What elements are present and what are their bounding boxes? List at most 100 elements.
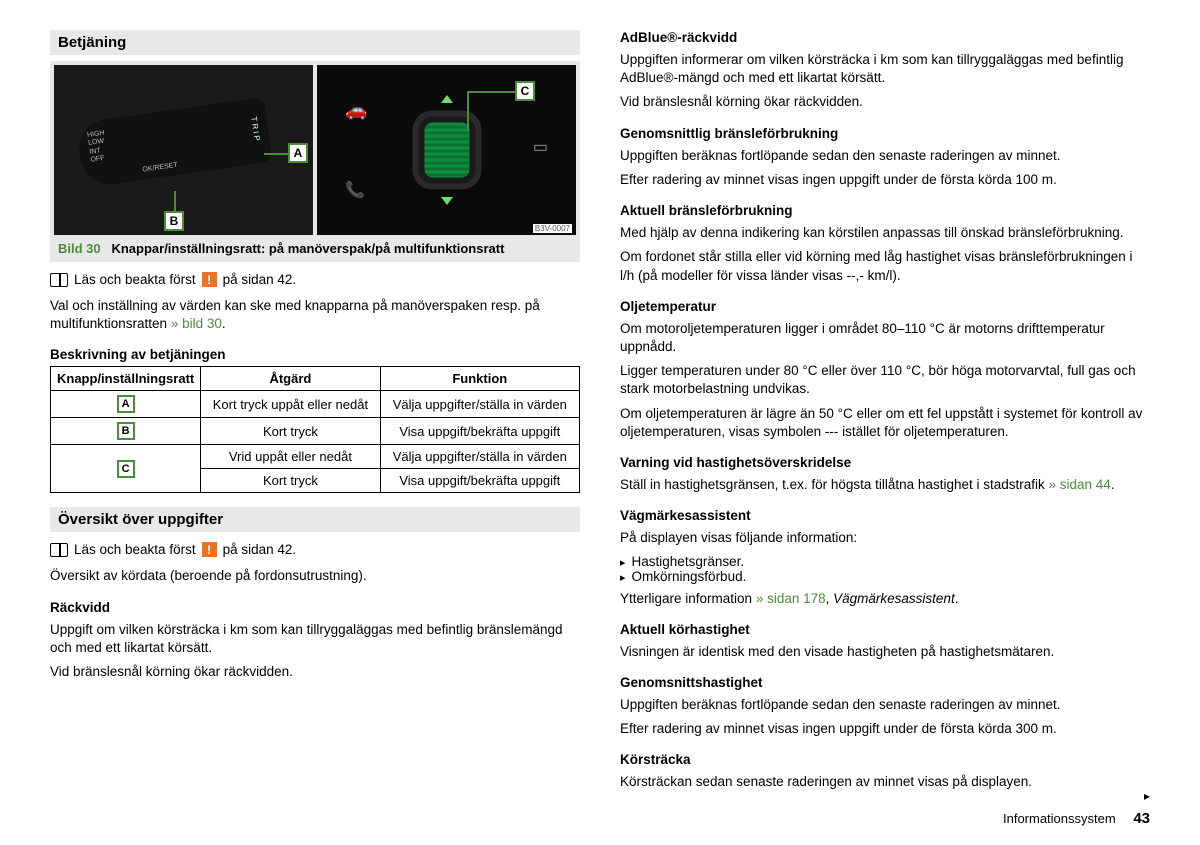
subhead-dist: Körsträcka [620,752,1150,767]
adblue-p2: Vid bränslesnål körning ökar räckvidden. [620,93,1150,111]
left-column: Betjäning TRIP A B 🚗 📞 ▭ [50,30,580,798]
rackvidd-p1: Uppgift om vilken körsträcka i km som ka… [50,621,580,657]
footer-section: Informationssystem [1003,811,1116,826]
list-item: Hastighetsgränser. [620,554,1150,569]
trip-label: TRIP [249,116,262,143]
rackvidd-p2: Vid bränslesnål körning ökar räckvidden. [50,663,580,681]
table-header-row: Knapp/inställningsratt Åtgärd Funktion [51,367,580,391]
figure-caption: Bild 30 Knappar/inställningsratt: på man… [54,235,576,258]
cell-function: Välja uppgifter/ställa in värden [380,445,579,469]
inline-label-c: C [117,460,135,478]
inline-label-b: B [117,422,135,440]
cell-label-c: C [51,445,201,493]
cell-action: Kort tryck uppåt eller nedåt [201,391,380,418]
subhead-curfuel: Aktuell bränsleförbrukning [620,203,1150,218]
avgspeed-p2: Efter radering av minnet visas ingen upp… [620,720,1150,738]
cell-action: Kort tryck [201,418,380,445]
figure-images: TRIP A B 🚗 📞 ▭ [54,65,576,235]
oiltemp-p1: Om motoroljetemperaturen ligger i område… [620,320,1150,356]
th-button: Knapp/inställningsratt [51,367,201,391]
subhead-rackvidd: Räckvidd [50,600,580,615]
subhead-avgfuel: Genomsnittlig bränsleförbrukning [620,126,1150,141]
cell-action: Kort tryck [201,469,380,493]
table-row: C Vrid uppåt eller nedåt Välja uppgifter… [51,445,580,469]
oiltemp-p3: Om oljetemperaturen är lägre än 50 °C el… [620,405,1150,441]
cell-label-a: A [51,391,201,418]
warning-icon: ! [202,542,217,557]
subhead-curspeed: Aktuell körhastighet [620,622,1150,637]
curfuel-p2: Om fordonet står stilla eller vid körnin… [620,248,1150,284]
signassist-list: Hastighetsgränser. Omkörningsförbud. [620,554,1150,584]
page-columns: Betjäning TRIP A B 🚗 📞 ▭ [50,30,1150,798]
phone-icon: 📞 [345,180,365,200]
cell-function: Visa uppgift/bekräfta uppgift [380,418,579,445]
cell-label-b: B [51,418,201,445]
read-first-text2b: på sidan 42. [223,542,297,557]
controls-table: Knapp/inställningsratt Åtgärd Funktion A… [50,366,580,493]
signassist-italic: Vägmärkesassistent [833,591,955,606]
figure-30: TRIP A B 🚗 📞 ▭ [50,61,580,262]
warning-icon: ! [202,272,217,287]
avgspeed-p1: Uppgiften beräknas fortlöpande sedan den… [620,696,1150,714]
read-first-text1b: Läs och beakta först [74,542,196,557]
overview-paragraph: Översikt av kördata (beroende på fordons… [50,567,580,585]
label-line [264,153,288,155]
label-line [467,91,515,93]
figure-caption-text: Knappar/inställningsratt: på manöverspak… [111,241,504,256]
curspeed-p: Visningen är identisk med den visade has… [620,643,1150,661]
dist-p: Körsträckan sedan senaste raderingen av … [620,773,1150,791]
list-item: Omkörningsförbud. [620,569,1150,584]
figure-number: Bild 30 [58,241,101,256]
section-header-operation: Betjäning [50,30,580,55]
subhead-speedwarn: Varning vid hastighetsöverskridelse [620,455,1150,470]
link-sidan-178[interactable]: » sidan 178 [756,591,826,606]
book-icon [50,543,68,557]
book-icon [50,273,68,287]
table-subhead: Beskrivning av betjäningen [50,347,580,362]
car-icon: 🚗 [345,100,367,121]
adblue-p1: Uppgiften informerar om vilken körsträck… [620,51,1150,87]
figure-wheel-image: 🚗 📞 ▭ C B3V-0007 [317,65,576,235]
scroll-wheel-graphic [424,123,469,178]
subhead-adblue: AdBlue®-räckvidd [620,30,1150,45]
cell-function: Välja uppgifter/ställa in värden [380,391,579,418]
page-number: 43 [1133,810,1150,827]
label-line [467,91,469,131]
label-box-c: C [515,81,535,101]
right-column: AdBlue®-räckvidd Uppgiften informerar om… [620,30,1150,798]
figure-lever-image: TRIP A B [54,65,313,235]
subhead-signassist: Vägmärkesassistent [620,508,1150,523]
table-row: B Kort tryck Visa uppgift/bekräfta uppgi… [51,418,580,445]
avgfuel-p1: Uppgiften beräknas fortlöpande sedan den… [620,147,1150,165]
subhead-avgspeed: Genomsnittshastighet [620,675,1150,690]
image-reference: B3V-0007 [533,224,572,233]
read-first-text1: Läs och beakta först [74,272,196,287]
cell-action: Vrid uppåt eller nedåt [201,445,380,469]
link-sidan-44[interactable]: » sidan 44 [1049,477,1111,492]
signassist-more: Ytterligare information » sidan 178, Väg… [620,590,1150,608]
avgfuel-p2: Efter radering av minnet visas ingen upp… [620,171,1150,189]
cell-function: Visa uppgift/bekräfta uppgift [380,469,579,493]
signassist-p: På displayen visas följande information: [620,529,1150,547]
menu-icon: ▭ [533,137,548,157]
label-line [174,191,176,211]
read-first-notice-2: Läs och beakta först ! på sidan 42. [50,542,580,557]
oiltemp-p2: Ligger temperaturen under 80 °C eller öv… [620,362,1150,398]
section-header-overview: Översikt över uppgifter [50,507,580,532]
link-bild-30[interactable]: » bild 30 [171,316,222,331]
label-box-a: A [288,143,308,163]
inline-label-a: A [117,395,135,413]
wiper-stalk-graphic: TRIP [75,97,272,188]
speedwarn-p: Ställ in hastighetsgränsen, t.ex. för hö… [620,476,1150,494]
continue-arrow-icon: ▸ [1144,789,1150,803]
page-footer: Informationssystem 43 [1003,810,1150,827]
read-first-text2: på sidan 42. [223,272,297,287]
intro-paragraph: Val och inställning av värden kan ske me… [50,297,580,333]
curfuel-p1: Med hjälp av denna indikering kan körsti… [620,224,1150,242]
subhead-oiltemp: Oljetemperatur [620,299,1150,314]
th-action: Åtgärd [201,367,380,391]
read-first-notice: Läs och beakta först ! på sidan 42. [50,272,580,287]
arrow-down-icon [441,197,453,205]
label-box-b: B [164,211,184,231]
mfw-graphic: 🚗 📞 ▭ [317,65,576,235]
